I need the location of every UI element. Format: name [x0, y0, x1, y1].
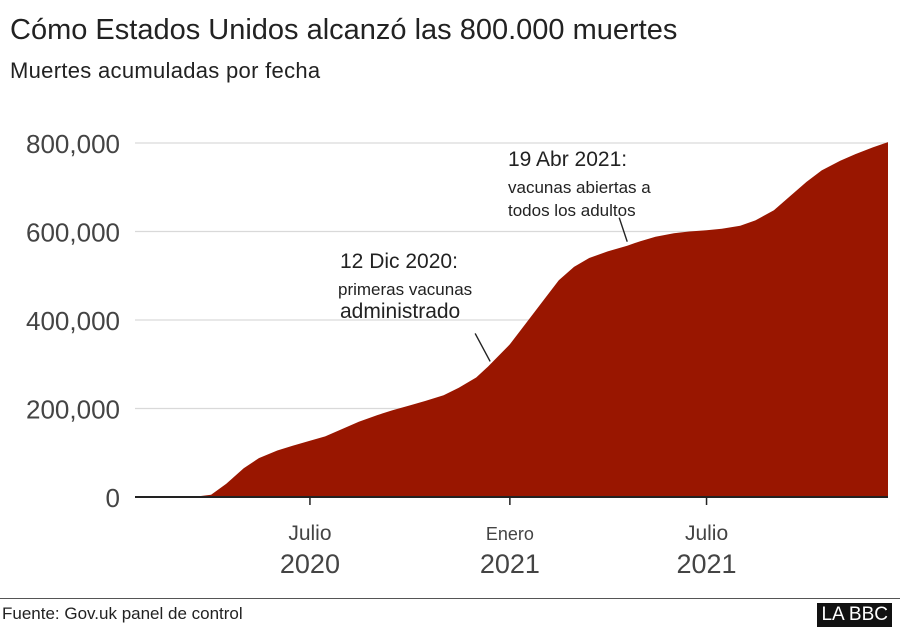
x-tick-label-year: 2021 [677, 549, 737, 579]
annotation-date: 12 Dic 2020: [340, 250, 458, 273]
annotation-pointer [618, 217, 628, 242]
y-tick-label: 400,000 [26, 306, 120, 336]
annotation-text: primeras vacunas [338, 280, 472, 299]
x-tick-label-year: 2021 [480, 549, 540, 579]
footer-divider [0, 598, 900, 599]
x-tick-label-month: Julio [288, 522, 331, 545]
y-tick-label: 200,000 [26, 395, 120, 425]
x-tick-label-month: Enero [486, 524, 534, 544]
annotation-text: vacunas abiertas a [508, 178, 651, 197]
x-tick-label-month: Julio [685, 522, 728, 545]
deaths-area [135, 142, 888, 497]
annotation-date: 19 Abr 2021: [508, 148, 627, 171]
chart-title: Cómo Estados Unidos alcanzó las 800.000 … [10, 14, 678, 46]
bbc-logo: LA BBC [817, 603, 892, 627]
y-tick-label: 600,000 [26, 218, 120, 248]
y-tick-label: 800,000 [26, 129, 120, 159]
annotation-text: todos los adultos [508, 201, 636, 220]
source-note: Fuente: Gov.uk panel de control [2, 604, 243, 623]
annotation-text: administrado [340, 300, 460, 323]
annotation-pointer [474, 333, 491, 362]
chart-subtitle: Muertes acumuladas por fecha [10, 58, 321, 83]
chart-area: 0 200,000 400,000 600,000 800,000 Julio 2020 En… [26, 129, 888, 579]
x-tick-label-year: 2020 [280, 549, 340, 579]
y-tick-label: 0 [106, 483, 120, 513]
